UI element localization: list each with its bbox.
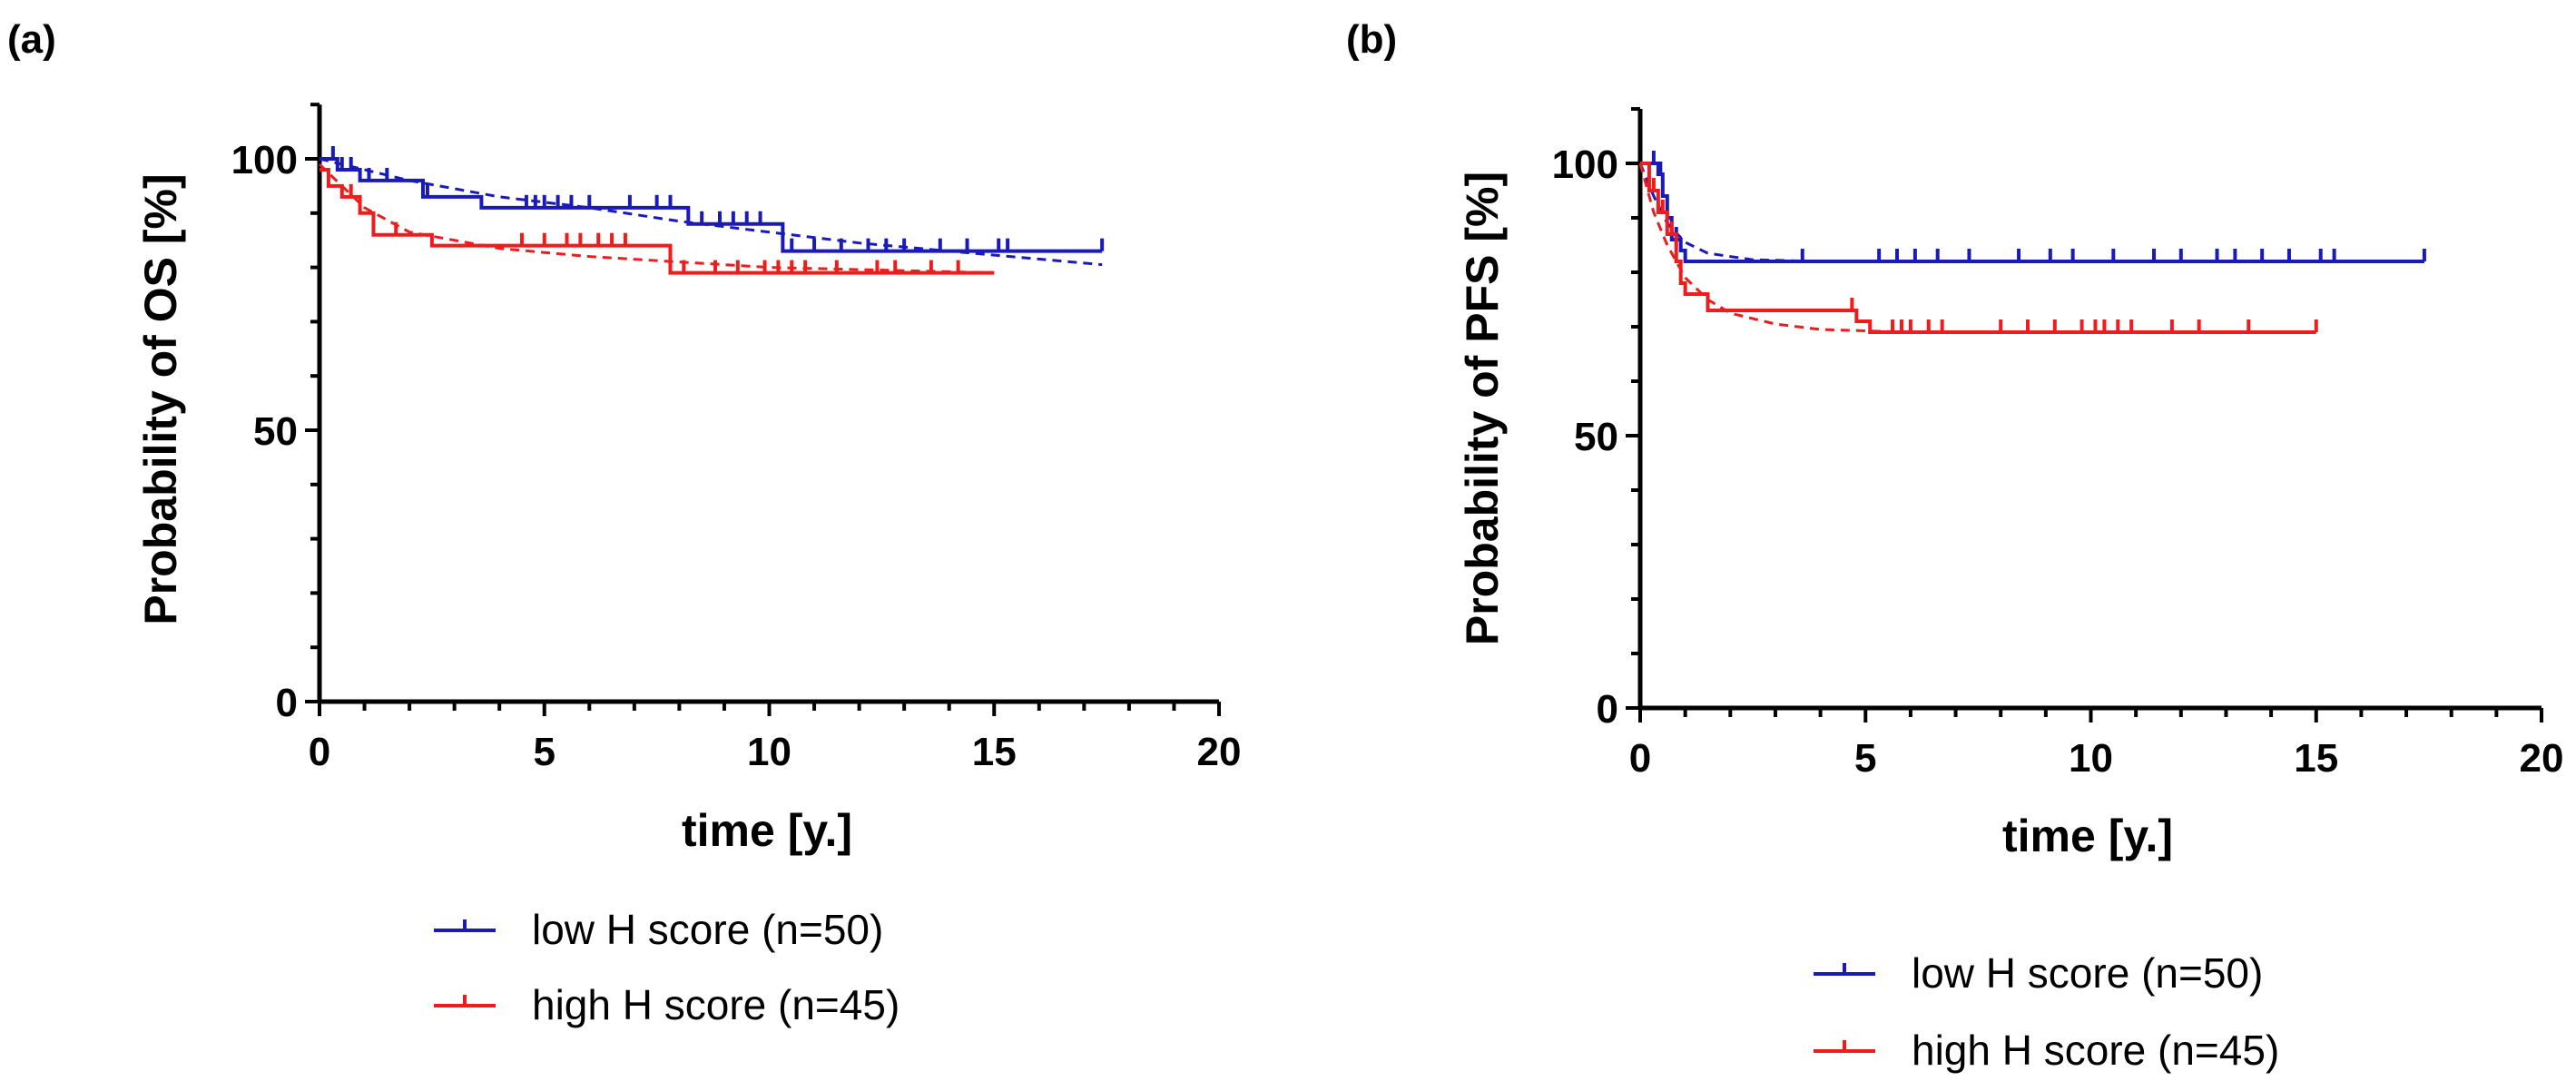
y-tick-label: 0 <box>276 681 298 725</box>
y-tick-label: 50 <box>1574 415 1618 459</box>
fit-curve-high <box>1638 162 2316 334</box>
km-curve-high <box>1640 162 2316 334</box>
x-axis-label-pfs: time [y.] <box>2002 811 2173 861</box>
x-tick-label: 15 <box>2294 736 2338 781</box>
plot-area-os <box>318 146 1105 275</box>
x-tick-label: 20 <box>2520 736 2564 781</box>
axes-pfs: 0 50 100 0 5 10 15 20 <box>1552 107 2564 781</box>
plot-area-pfs <box>1638 151 2426 334</box>
axes-os: 0 50 100 0 5 10 15 20 <box>231 103 1242 774</box>
panel-label-b: (b) <box>1346 17 1397 62</box>
y-tick-label: 50 <box>253 409 298 454</box>
legend-label-low: low H score (n=50) <box>1912 949 2263 997</box>
x-axis-label-os: time [y.] <box>682 805 852 856</box>
x-tick-label: 5 <box>534 730 556 774</box>
x-tick-label: 10 <box>2069 736 2113 781</box>
fit-curve-high <box>318 162 995 275</box>
km-curve-high <box>320 167 995 275</box>
legend-item-high: high H score (n=45) <box>1814 1027 2279 1074</box>
y-tick-label: 100 <box>231 138 298 182</box>
y-axis-label-pfs: Probability of PFS [%] <box>1457 172 1508 645</box>
chart-panel-pfs: (b) 0 50 100 0 5 10 15 20 time [y.] Probability… <box>1346 17 2563 1074</box>
fit-curve-low <box>1638 162 2424 263</box>
x-tick-label: 15 <box>972 730 1017 774</box>
y-tick-label: 100 <box>1552 143 1618 187</box>
y-tick-label: 0 <box>1597 687 1618 732</box>
legend-item-low: low H score (n=50) <box>1814 949 2263 997</box>
fit-curve-low <box>319 157 1103 267</box>
legend-os: low H score (n=50) high H score (n=45) <box>434 906 900 1028</box>
legend-item-low: low H score (n=50) <box>434 906 883 953</box>
x-tick-label: 0 <box>1629 736 1651 781</box>
chart-panel-os: (a) 0 50 100 0 5 10 15 20 time [y.] Probability… <box>7 17 1241 1028</box>
x-tick-label: 20 <box>1197 730 1242 774</box>
y-axis-label-os: Probability of OS [%] <box>135 173 186 624</box>
panel-label-a: (a) <box>7 17 56 62</box>
legend-label-low: low H score (n=50) <box>532 906 883 953</box>
legend-item-high: high H score (n=45) <box>434 981 900 1028</box>
x-tick-label: 0 <box>309 730 330 774</box>
legend-label-high: high H score (n=45) <box>1912 1027 2279 1074</box>
legend-label-high: high H score (n=45) <box>532 981 900 1028</box>
x-tick-label: 10 <box>747 730 791 774</box>
legend-pfs: low H score (n=50) high H score (n=45) <box>1814 949 2279 1074</box>
x-tick-label: 5 <box>1854 736 1876 781</box>
km-curve-low <box>1640 162 2424 263</box>
